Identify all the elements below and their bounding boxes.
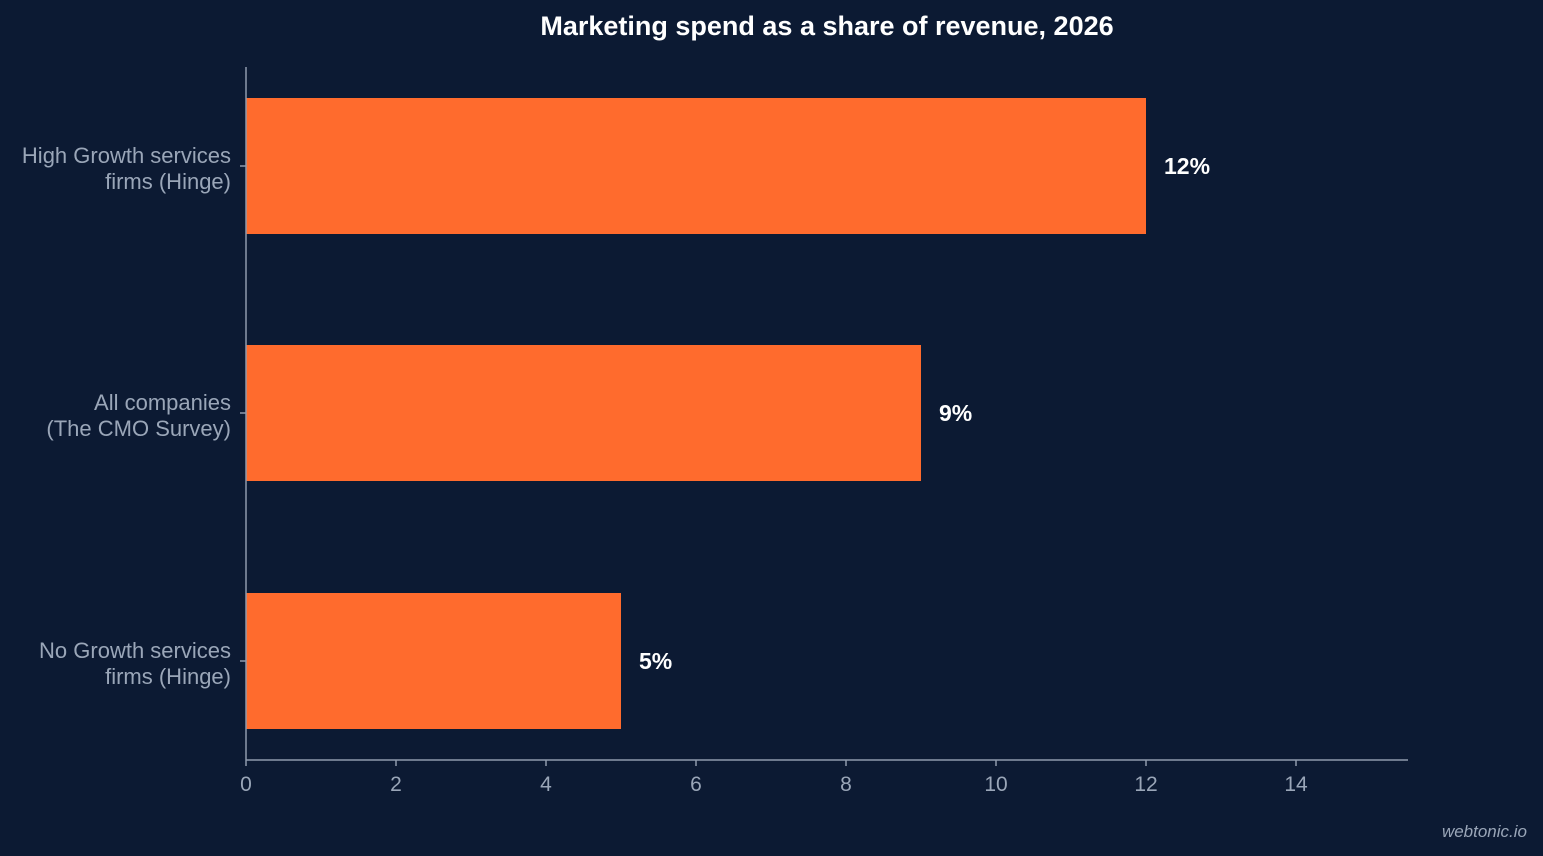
category-label-line: firms (Hinge)	[105, 664, 231, 689]
bar	[246, 593, 621, 729]
x-tick-label: 12	[1134, 773, 1157, 796]
category-label-line: (The CMO Survey)	[46, 416, 231, 441]
category-label: High Growth services firms (Hinge)	[22, 143, 231, 194]
x-tick-label: 0	[240, 773, 252, 796]
bars-layer: 12% 9% 5%	[246, 98, 1210, 729]
data-label: 12%	[1164, 153, 1210, 179]
category-label-line: High Growth services	[22, 143, 231, 168]
x-tick-label: 10	[984, 773, 1007, 796]
x-tick-label: 14	[1284, 773, 1308, 796]
x-tick-label: 2	[390, 773, 402, 796]
bar	[246, 345, 921, 481]
x-tick-label: 6	[690, 773, 702, 796]
chart-title: Marketing spend as a share of revenue, 2…	[540, 11, 1113, 41]
category-label: No Growth services firms (Hinge)	[39, 638, 231, 689]
category-label-line: firms (Hinge)	[105, 169, 231, 194]
category-label-line: No Growth services	[39, 638, 231, 663]
category-label-line: All companies	[94, 390, 231, 415]
x-tick-label: 4	[540, 773, 552, 796]
category-label: All companies (The CMO Survey)	[46, 390, 231, 441]
bar	[246, 98, 1146, 234]
data-label: 9%	[939, 400, 972, 426]
x-tick-label: 8	[840, 773, 852, 796]
credit-text: webtonic.io	[1442, 822, 1527, 841]
data-label: 5%	[639, 648, 672, 674]
